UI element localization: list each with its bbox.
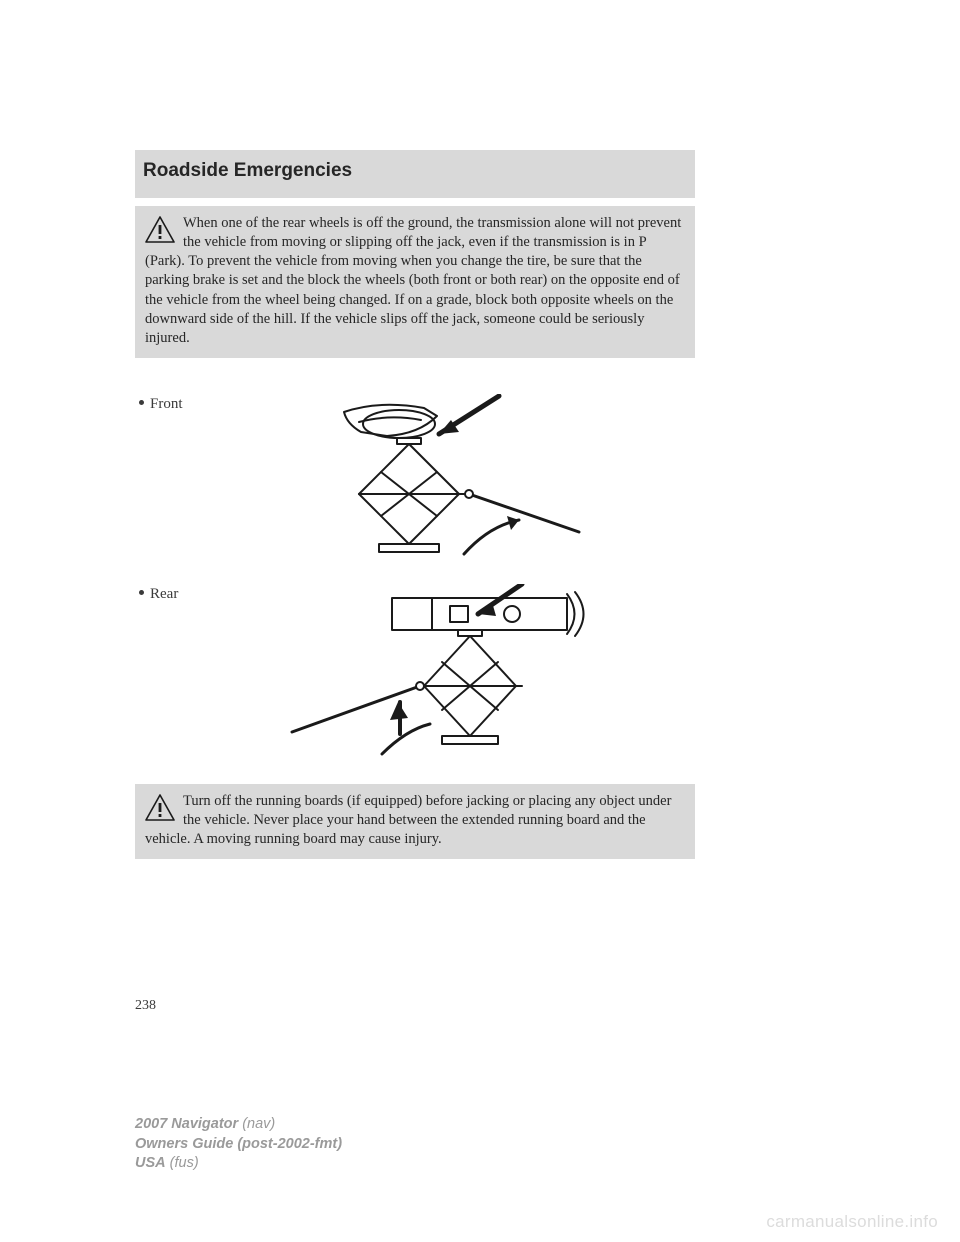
bullet-dot-icon xyxy=(139,590,144,595)
scissor-jack-rear-icon xyxy=(282,584,592,774)
footer-line-2: Owners Guide (post-2002-fmt) xyxy=(135,1135,342,1155)
footer-line-3: USA (fus) xyxy=(135,1154,342,1174)
bullet-rear: Rear xyxy=(135,584,178,603)
warning-text-2: Turn off the running boards (if equipped… xyxy=(145,792,685,849)
warning-box-2: Turn off the running boards (if equipped… xyxy=(135,784,695,859)
warning-box-1: When one of the rear wheels is off the g… xyxy=(135,206,695,358)
front-label: Front xyxy=(150,396,183,412)
rear-label: Rear xyxy=(150,586,178,602)
footer-guide: Owners Guide (post-2002-fmt) xyxy=(135,1136,342,1152)
page-content: Roadside Emergencies When one of the rea… xyxy=(135,150,695,859)
bullet-front: Front xyxy=(135,394,183,413)
footer-line-1: 2007 Navigator (nav) xyxy=(135,1115,342,1135)
page-number: 238 xyxy=(135,998,156,1014)
scissor-jack-front-icon xyxy=(289,394,589,574)
warning-triangle-icon xyxy=(145,794,175,827)
bullet-dot-icon xyxy=(139,400,144,405)
watermark: carmanualsonline.info xyxy=(766,1212,938,1232)
rear-section: Rear xyxy=(135,584,695,774)
section-title: Roadside Emergencies xyxy=(143,160,687,182)
footer-block: 2007 Navigator (nav) Owners Guide (post-… xyxy=(135,1115,342,1174)
warning-triangle-icon xyxy=(145,216,175,249)
warning-text-1: When one of the rear wheels is off the g… xyxy=(145,214,685,348)
footer-region-code: (fus) xyxy=(166,1155,199,1171)
footer-model: 2007 Navigator xyxy=(135,1116,238,1132)
section-header: Roadside Emergencies xyxy=(135,150,695,198)
footer-model-code: (nav) xyxy=(238,1116,275,1132)
footer-region: USA xyxy=(135,1155,166,1171)
front-illustration xyxy=(183,394,695,574)
rear-illustration xyxy=(178,584,695,774)
front-section: Front xyxy=(135,394,695,574)
